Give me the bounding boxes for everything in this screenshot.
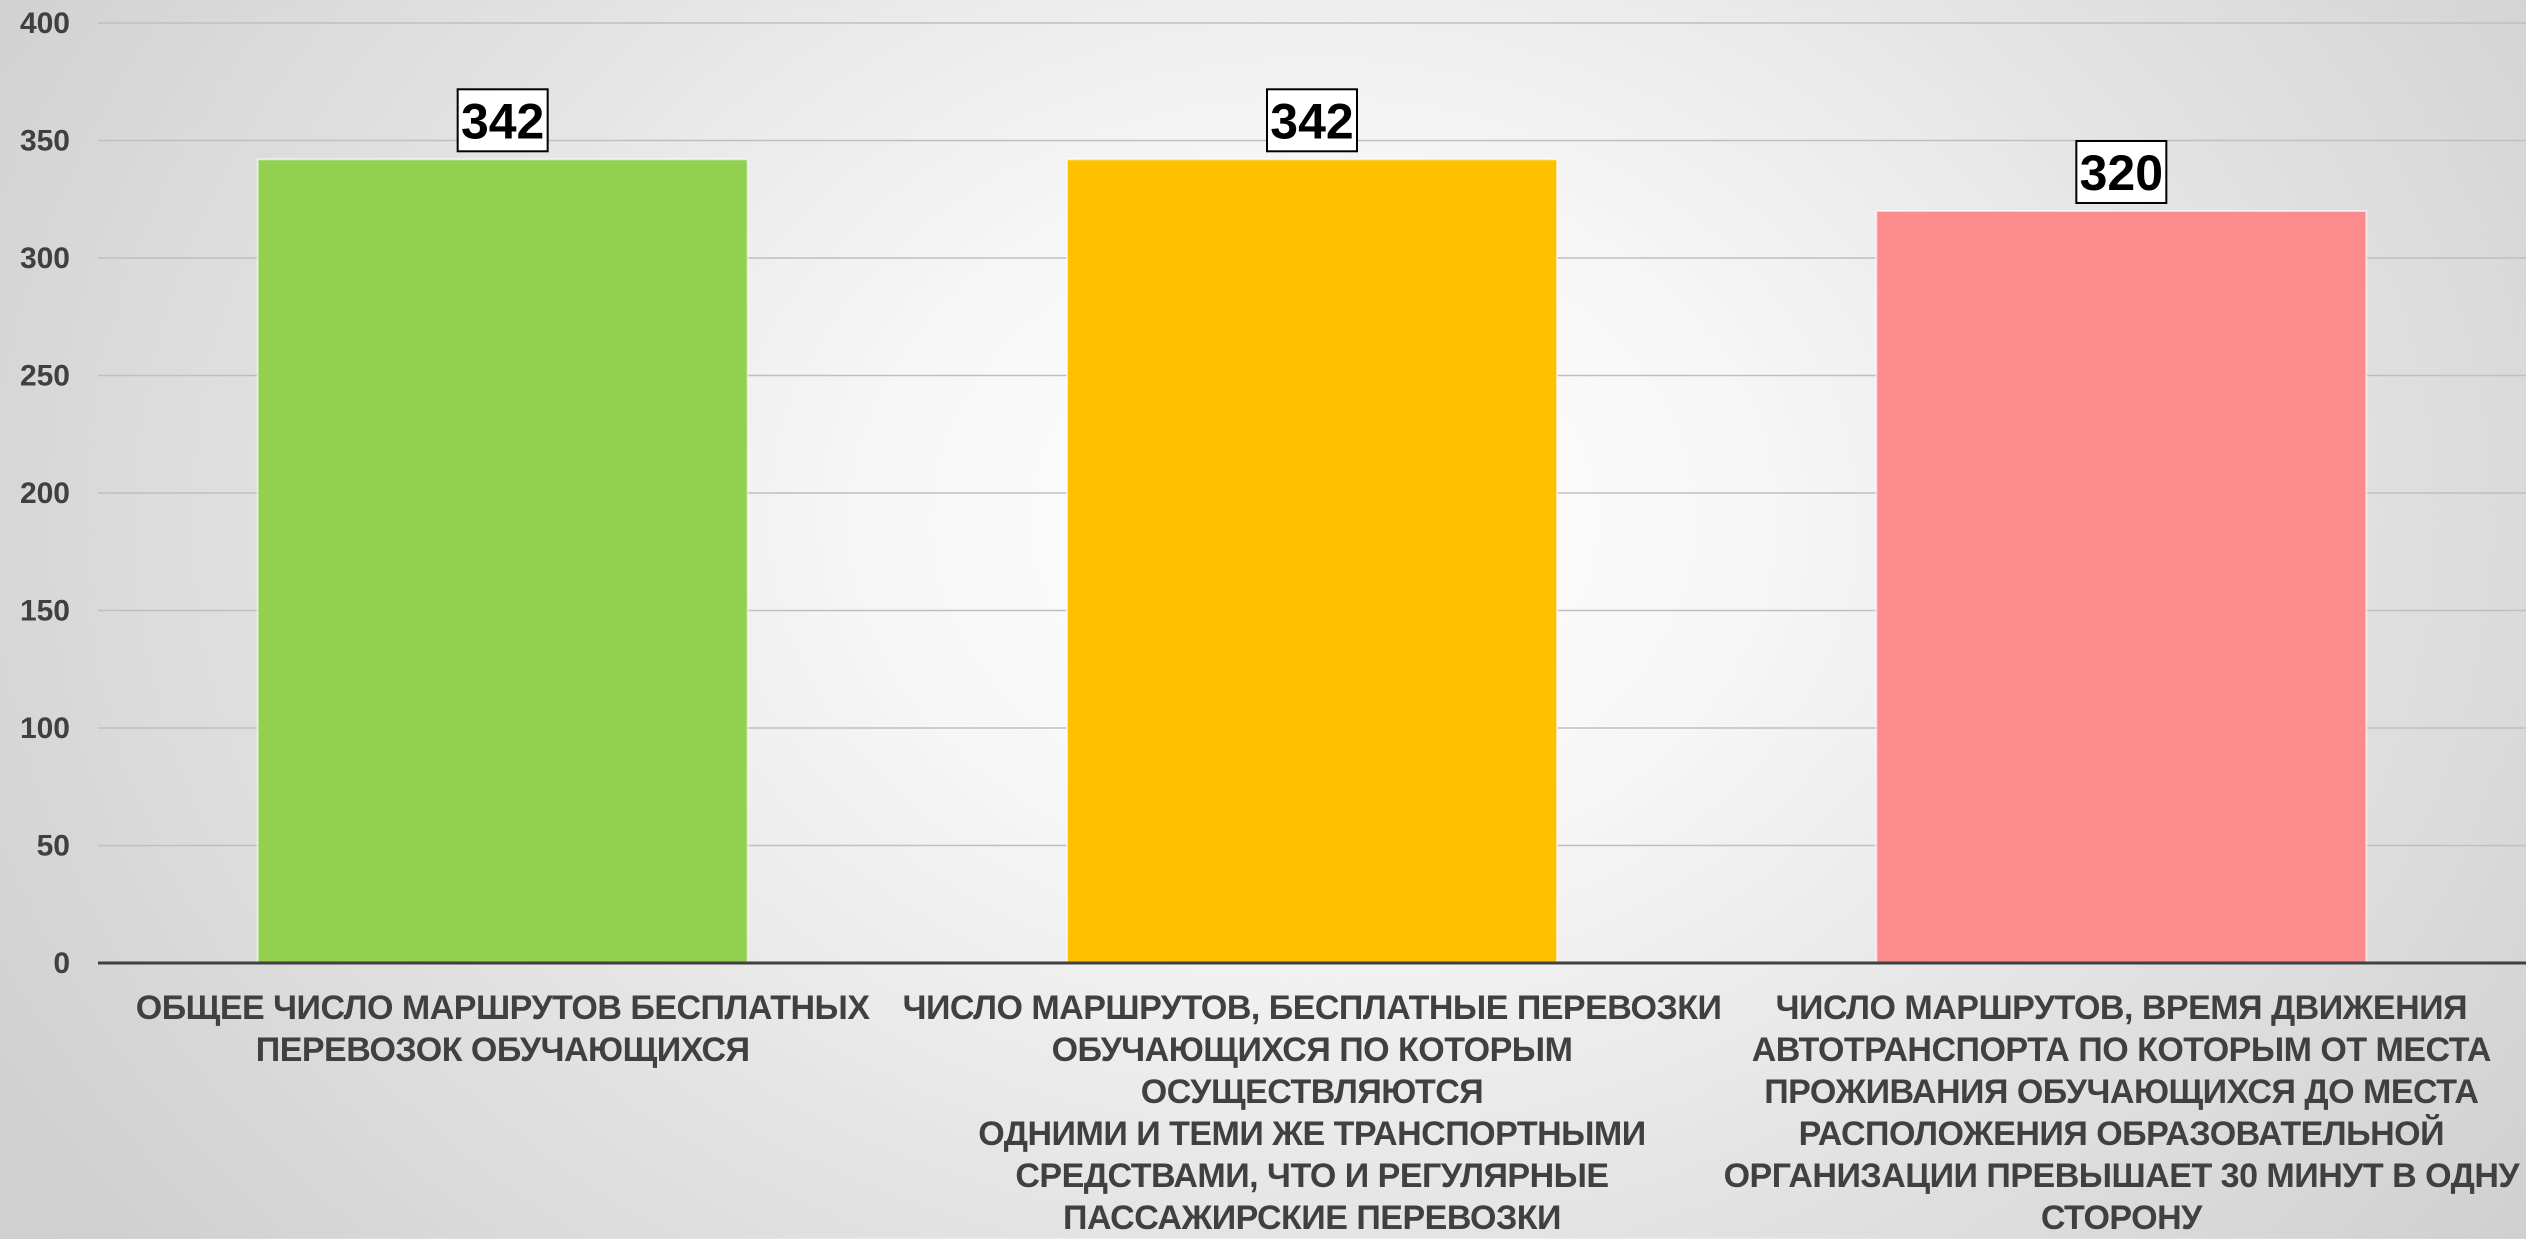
data-label-text: 342 — [461, 93, 544, 149]
x-category-label-line: СТОРОНУ — [2040, 1199, 2202, 1237]
y-axis-ticks: 0 50 100 150 200 250 300 350 400 — [20, 7, 70, 980]
bars — [256, 158, 2368, 965]
x-category-label-line: АВТОТРАНСПОРТА ПО КОТОРЫМ ОТ МЕСТА — [1751, 1031, 2492, 1069]
x-category-label: ОБЩЕЕ ЧИСЛО МАРШРУТОВ БЕСПЛАТНЫХ ПЕРЕВОЗО… — [88, 987, 918, 1071]
y-tick-label: 400 — [20, 7, 70, 40]
bar — [1066, 158, 1558, 965]
y-tick-label: 300 — [20, 242, 70, 275]
data-label: 342 — [1266, 88, 1358, 153]
x-category-label-line: ЧИСЛО МАРШРУТОВ, БЕСПЛАТНЫЕ ПЕРЕВОЗКИ — [902, 989, 1722, 1027]
x-category-label: ЧИСЛО МАРШРУТОВ, ВРЕМЯ ДВИЖЕНИЯ АВТОТРАНС… — [1706, 987, 2526, 1239]
x-category-label-line: СРЕДСТВАМИ, ЧТО И РЕГУЛЯРНЫЕ — [1015, 1157, 1609, 1195]
x-category-label-line: ПЕРЕВОЗОК ОБУЧАЮЩИХСЯ — [255, 1031, 750, 1069]
x-category-label-line: ПРОЖИВАНИЯ ОБУЧАЮЩИХСЯ ДО МЕСТА — [1764, 1073, 2479, 1111]
x-category-label-line: ПАССАЖИРСКИЕ ПЕРЕВОЗКИ — [1063, 1199, 1561, 1237]
y-tick-label: 200 — [20, 477, 70, 510]
bar — [1875, 210, 2368, 964]
y-tick-label: 100 — [20, 712, 70, 745]
data-labels: 342 342 320 — [456, 88, 2168, 204]
x-category-label-line: ОРГАНИЗАЦИИ ПРЕВЫШАЕТ 30 МИНУТ В ОДНУ — [1723, 1157, 2520, 1195]
x-category-label-line: РАСПОЛОЖЕНИЯ ОБРАЗОВАТЕЛЬНОЙ — [1798, 1115, 2445, 1153]
data-label-box — [1266, 88, 1358, 153]
data-label-text: 342 — [1270, 93, 1353, 149]
bar — [256, 158, 749, 965]
x-category-label-line: ЧИСЛО МАРШРУТОВ, ВРЕМЯ ДВИЖЕНИЯ — [1775, 989, 2468, 1027]
x-category-label-line: ОБЩЕЕ ЧИСЛО МАРШРУТОВ БЕСПЛАТНЫХ — [135, 989, 870, 1027]
y-tick-label: 250 — [20, 360, 70, 393]
x-category-label-line: ОБУЧАЮЩИХСЯ ПО КОТОРЫМ ОСУЩЕСТВЛЯЮТСЯ — [1051, 1031, 1573, 1111]
y-tick-label: 150 — [20, 595, 70, 628]
y-tick-label: 350 — [20, 125, 70, 158]
data-label-box — [456, 88, 549, 153]
data-label: 320 — [2075, 140, 2168, 204]
data-label-box — [2075, 140, 2168, 204]
x-category-label-line: ОДНИМИ И ТЕМИ ЖЕ ТРАНСПОРТНЫМИ — [978, 1115, 1646, 1153]
x-category-label: ЧИСЛО МАРШРУТОВ, БЕСПЛАТНЫЕ ПЕРЕВОЗКИ ОБУ… — [897, 987, 1727, 1239]
data-label: 342 — [456, 88, 549, 153]
y-tick-label: 0 — [53, 947, 70, 980]
y-tick-label: 50 — [37, 830, 70, 863]
data-label-text: 320 — [2080, 145, 2163, 201]
